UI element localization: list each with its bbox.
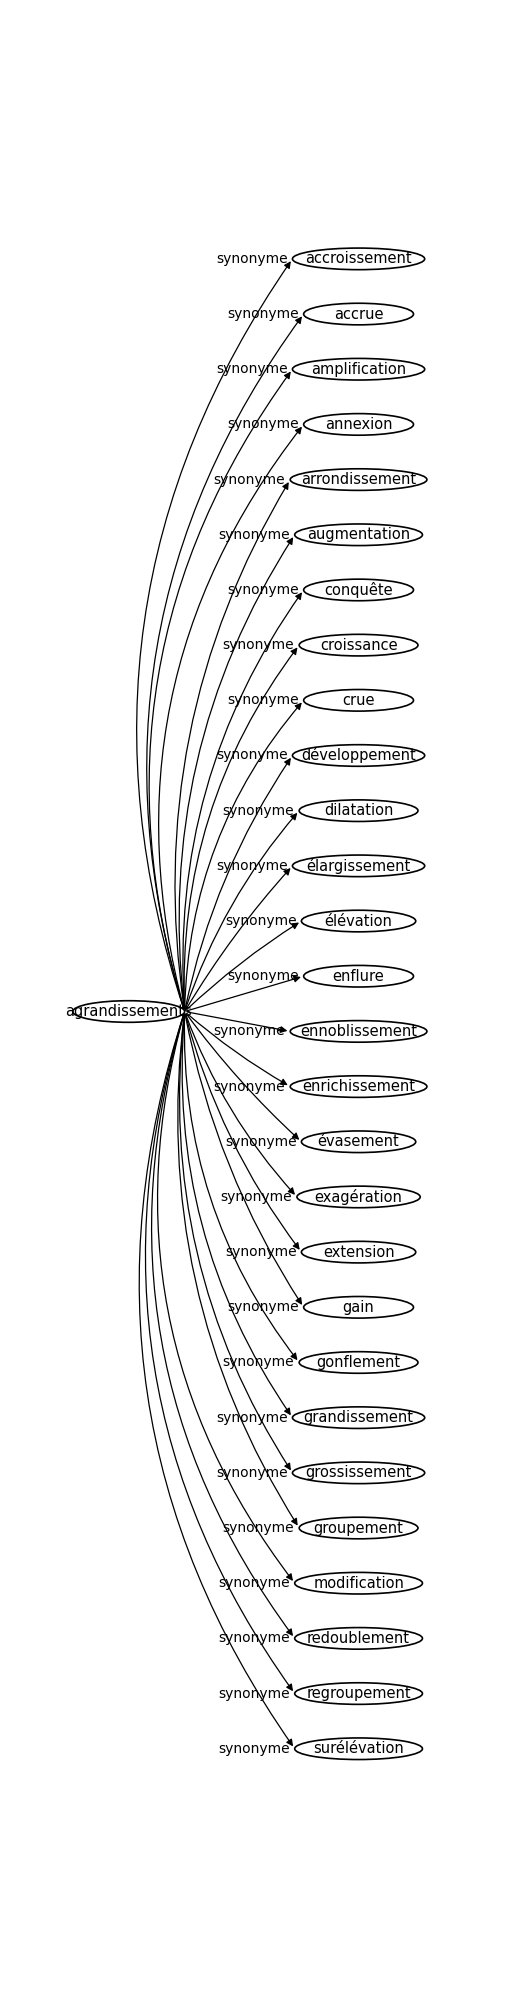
Text: synonyme: synonyme: [216, 1466, 288, 1480]
Text: synonyme: synonyme: [218, 1743, 290, 1757]
Text: synonyme: synonyme: [218, 1576, 290, 1590]
FancyArrowPatch shape: [185, 1014, 299, 1248]
FancyArrowPatch shape: [187, 975, 300, 1012]
Text: exagération: exagération: [314, 1190, 403, 1206]
Text: dilatation: dilatation: [324, 803, 393, 817]
FancyArrowPatch shape: [184, 649, 297, 1010]
FancyArrowPatch shape: [185, 703, 301, 1010]
Text: augmentation: augmentation: [307, 527, 410, 543]
Text: surélévation: surélévation: [313, 1741, 404, 1757]
Text: arrondissement: arrondissement: [301, 473, 416, 487]
Text: développement: développement: [301, 747, 416, 763]
Text: grossissement: grossissement: [306, 1466, 412, 1480]
Text: synonyme: synonyme: [225, 1246, 297, 1260]
Text: synonyme: synonyme: [214, 1024, 286, 1038]
FancyArrowPatch shape: [159, 429, 301, 1010]
Text: redoublement: redoublement: [307, 1630, 410, 1646]
Text: synonyme: synonyme: [214, 473, 286, 487]
Text: modification: modification: [313, 1576, 404, 1590]
Text: amplification: amplification: [311, 363, 406, 377]
Text: gonflement: gonflement: [317, 1354, 401, 1370]
FancyArrowPatch shape: [185, 1014, 301, 1304]
FancyArrowPatch shape: [175, 483, 288, 1010]
Text: synonyme: synonyme: [227, 306, 299, 320]
FancyArrowPatch shape: [187, 923, 298, 1010]
FancyArrowPatch shape: [146, 316, 301, 1010]
Text: synonyme: synonyme: [216, 252, 288, 266]
Text: synonyme: synonyme: [227, 693, 299, 707]
FancyArrowPatch shape: [187, 1012, 286, 1032]
FancyArrowPatch shape: [179, 539, 292, 1010]
FancyArrowPatch shape: [149, 373, 290, 1010]
FancyArrowPatch shape: [183, 593, 301, 1010]
Text: gain: gain: [343, 1300, 374, 1314]
FancyArrowPatch shape: [158, 1014, 292, 1580]
Text: synonyme: synonyme: [218, 1687, 290, 1701]
Text: élévation: élévation: [324, 913, 393, 929]
Text: synonyme: synonyme: [216, 749, 288, 763]
Text: groupement: groupement: [313, 1520, 404, 1536]
FancyArrowPatch shape: [186, 1014, 298, 1140]
Text: synonyme: synonyme: [225, 1136, 297, 1150]
Text: accrue: accrue: [334, 306, 383, 322]
FancyArrowPatch shape: [178, 1014, 297, 1524]
Text: grandissement: grandissement: [303, 1410, 414, 1426]
Text: accroissement: accroissement: [305, 250, 412, 266]
FancyArrowPatch shape: [136, 262, 290, 1010]
FancyArrowPatch shape: [139, 1014, 292, 1745]
Text: synonyme: synonyme: [223, 803, 295, 817]
Text: regroupement: regroupement: [306, 1687, 411, 1701]
Text: synonyme: synonyme: [220, 1190, 292, 1204]
Text: synonyme: synonyme: [214, 1080, 286, 1094]
Text: synonyme: synonyme: [223, 639, 295, 653]
Text: enflure: enflure: [333, 969, 384, 983]
Text: synonyme: synonyme: [223, 1356, 295, 1370]
Text: annexion: annexion: [325, 417, 392, 433]
Text: extension: extension: [323, 1244, 394, 1260]
FancyArrowPatch shape: [185, 759, 290, 1010]
Text: synonyme: synonyme: [227, 1300, 299, 1314]
Text: synonyme: synonyme: [223, 1520, 295, 1534]
Text: conquête: conquête: [324, 583, 393, 599]
Text: synonyme: synonyme: [225, 913, 297, 927]
Text: élargissement: élargissement: [307, 857, 411, 873]
Text: synonyme: synonyme: [218, 1630, 290, 1644]
Text: enrichissement: enrichissement: [302, 1080, 415, 1094]
FancyArrowPatch shape: [187, 1014, 287, 1084]
Text: synonyme: synonyme: [218, 527, 290, 541]
Text: agrandissements: agrandissements: [65, 1004, 192, 1020]
FancyArrowPatch shape: [180, 1014, 290, 1470]
Text: synonyme: synonyme: [227, 583, 299, 597]
Text: synonyme: synonyme: [216, 859, 288, 873]
FancyArrowPatch shape: [152, 1014, 292, 1634]
Text: synonyme: synonyme: [227, 969, 299, 983]
Text: ennoblissement: ennoblissement: [300, 1024, 417, 1040]
Text: évasement: évasement: [318, 1134, 400, 1150]
FancyArrowPatch shape: [184, 1014, 297, 1360]
Text: synonyme: synonyme: [216, 363, 288, 377]
FancyArrowPatch shape: [185, 1014, 294, 1194]
FancyArrowPatch shape: [145, 1014, 292, 1691]
Text: synonyme: synonyme: [227, 417, 299, 431]
Text: crue: crue: [342, 693, 375, 707]
FancyArrowPatch shape: [186, 869, 290, 1010]
Text: synonyme: synonyme: [216, 1410, 288, 1424]
FancyArrowPatch shape: [185, 813, 297, 1010]
FancyArrowPatch shape: [182, 1014, 290, 1414]
Text: croissance: croissance: [320, 637, 397, 653]
